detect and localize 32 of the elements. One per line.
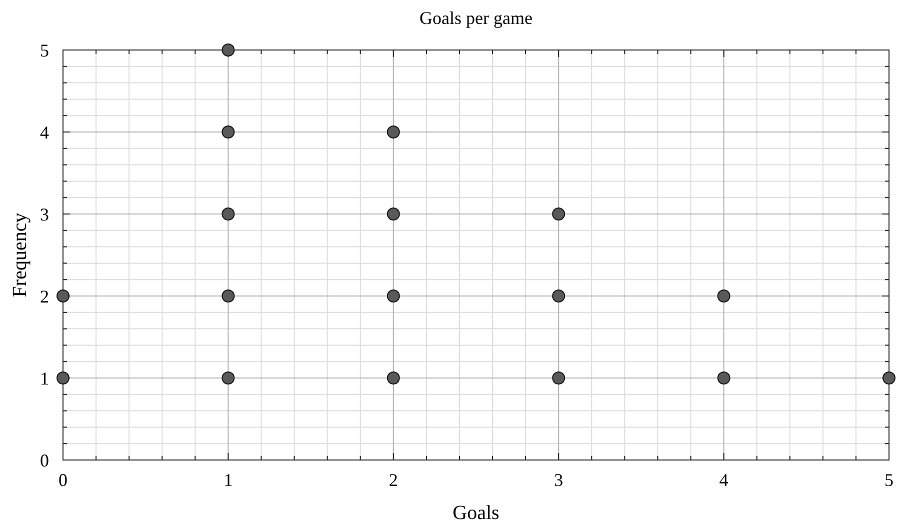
x-axis-title: Goals — [452, 502, 500, 524]
y-tick-label: 3 — [40, 204, 49, 224]
point — [56, 372, 70, 384]
point — [882, 372, 896, 384]
point — [56, 290, 70, 302]
point — [386, 208, 400, 220]
point — [222, 290, 235, 302]
point — [552, 290, 566, 302]
x-tick-label: 2 — [388, 470, 398, 490]
y-tick-label: 1 — [40, 368, 49, 388]
x-tick-label: 3 — [554, 470, 564, 490]
point — [222, 208, 235, 220]
point — [386, 290, 400, 302]
point — [386, 126, 400, 138]
y-tick-label: 5 — [40, 40, 49, 60]
y-axis-title: Frequency — [9, 212, 31, 298]
chart-title: Goals per game — [420, 8, 532, 28]
x-tick-label: 5 — [884, 470, 894, 490]
point — [552, 208, 566, 220]
x-tick-label: 1 — [224, 470, 233, 490]
point — [717, 372, 730, 384]
point — [222, 126, 235, 138]
y-tick-label: 0 — [40, 450, 49, 470]
point — [717, 290, 730, 302]
point — [222, 372, 235, 384]
y-tick-label: 4 — [40, 122, 49, 142]
point — [552, 372, 566, 384]
point — [222, 44, 235, 56]
y-tick-label: 2 — [40, 286, 49, 306]
x-tick-label: 0 — [58, 470, 68, 490]
point — [386, 372, 400, 384]
x-tick-label: 4 — [719, 470, 728, 490]
